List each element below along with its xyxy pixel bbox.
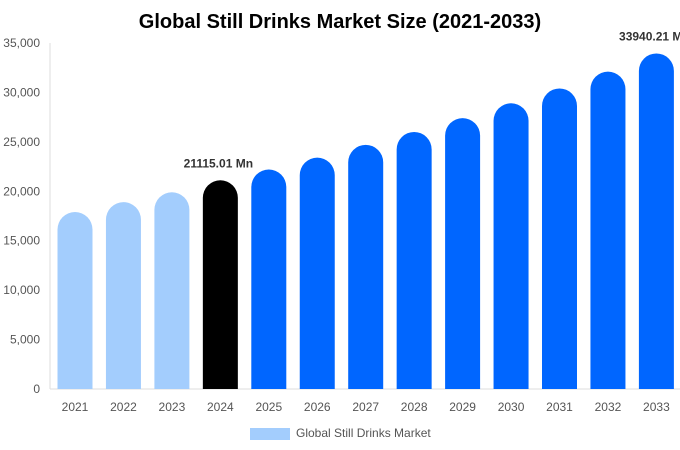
y-tick-label: 30,000 <box>3 85 40 99</box>
x-tick-label: 2023 <box>159 400 186 414</box>
y-tick-label: 15,000 <box>3 234 40 248</box>
bar-2021[interactable] <box>57 212 93 389</box>
x-tick-label: 2033 <box>643 400 670 414</box>
y-tick-label: 35,000 <box>3 36 40 50</box>
bar-2033[interactable] <box>638 53 674 390</box>
y-tick-label: 20,000 <box>3 184 40 198</box>
x-tick-label: 2021 <box>62 400 89 414</box>
bar-2027[interactable] <box>348 144 384 389</box>
data-label: 21115.01 Mn <box>184 156 253 170</box>
x-tick-label: 2027 <box>352 400 379 414</box>
x-tick-label: 2024 <box>207 400 234 414</box>
y-tick-label: 10,000 <box>3 283 40 297</box>
chart-title: Global Still Drinks Market Size (2021-20… <box>139 11 541 33</box>
x-tick-label: 2032 <box>595 400 622 414</box>
legend-swatch <box>250 428 290 440</box>
y-tick-label: 5,000 <box>10 333 40 347</box>
y-tick-label: 25,000 <box>3 135 40 149</box>
bar-2030[interactable] <box>493 103 529 389</box>
data-label: 33940.21 Mn <box>619 29 680 43</box>
legend-label: Global Still Drinks Market <box>296 426 431 440</box>
bar-2028[interactable] <box>396 131 432 389</box>
bar-2022[interactable] <box>105 202 141 389</box>
legend[interactable]: Global Still Drinks Market <box>250 426 431 440</box>
bar-2032[interactable] <box>590 71 626 389</box>
bar-2029[interactable] <box>445 118 481 390</box>
x-tick-label: 2028 <box>401 400 428 414</box>
bar-2026[interactable] <box>299 157 335 389</box>
x-tick-label: 2030 <box>498 400 525 414</box>
bar-2024[interactable] <box>202 180 238 389</box>
x-tick-label: 2026 <box>304 400 331 414</box>
bar-2031[interactable] <box>542 88 577 389</box>
x-tick-label: 2029 <box>449 400 476 414</box>
bar-2023[interactable] <box>154 192 190 389</box>
bar-2025[interactable] <box>251 169 287 389</box>
x-tick-label: 2031 <box>546 400 573 414</box>
x-tick-label: 2025 <box>255 400 282 414</box>
y-tick-label: 0 <box>33 382 40 396</box>
x-tick-label: 2022 <box>110 400 137 414</box>
